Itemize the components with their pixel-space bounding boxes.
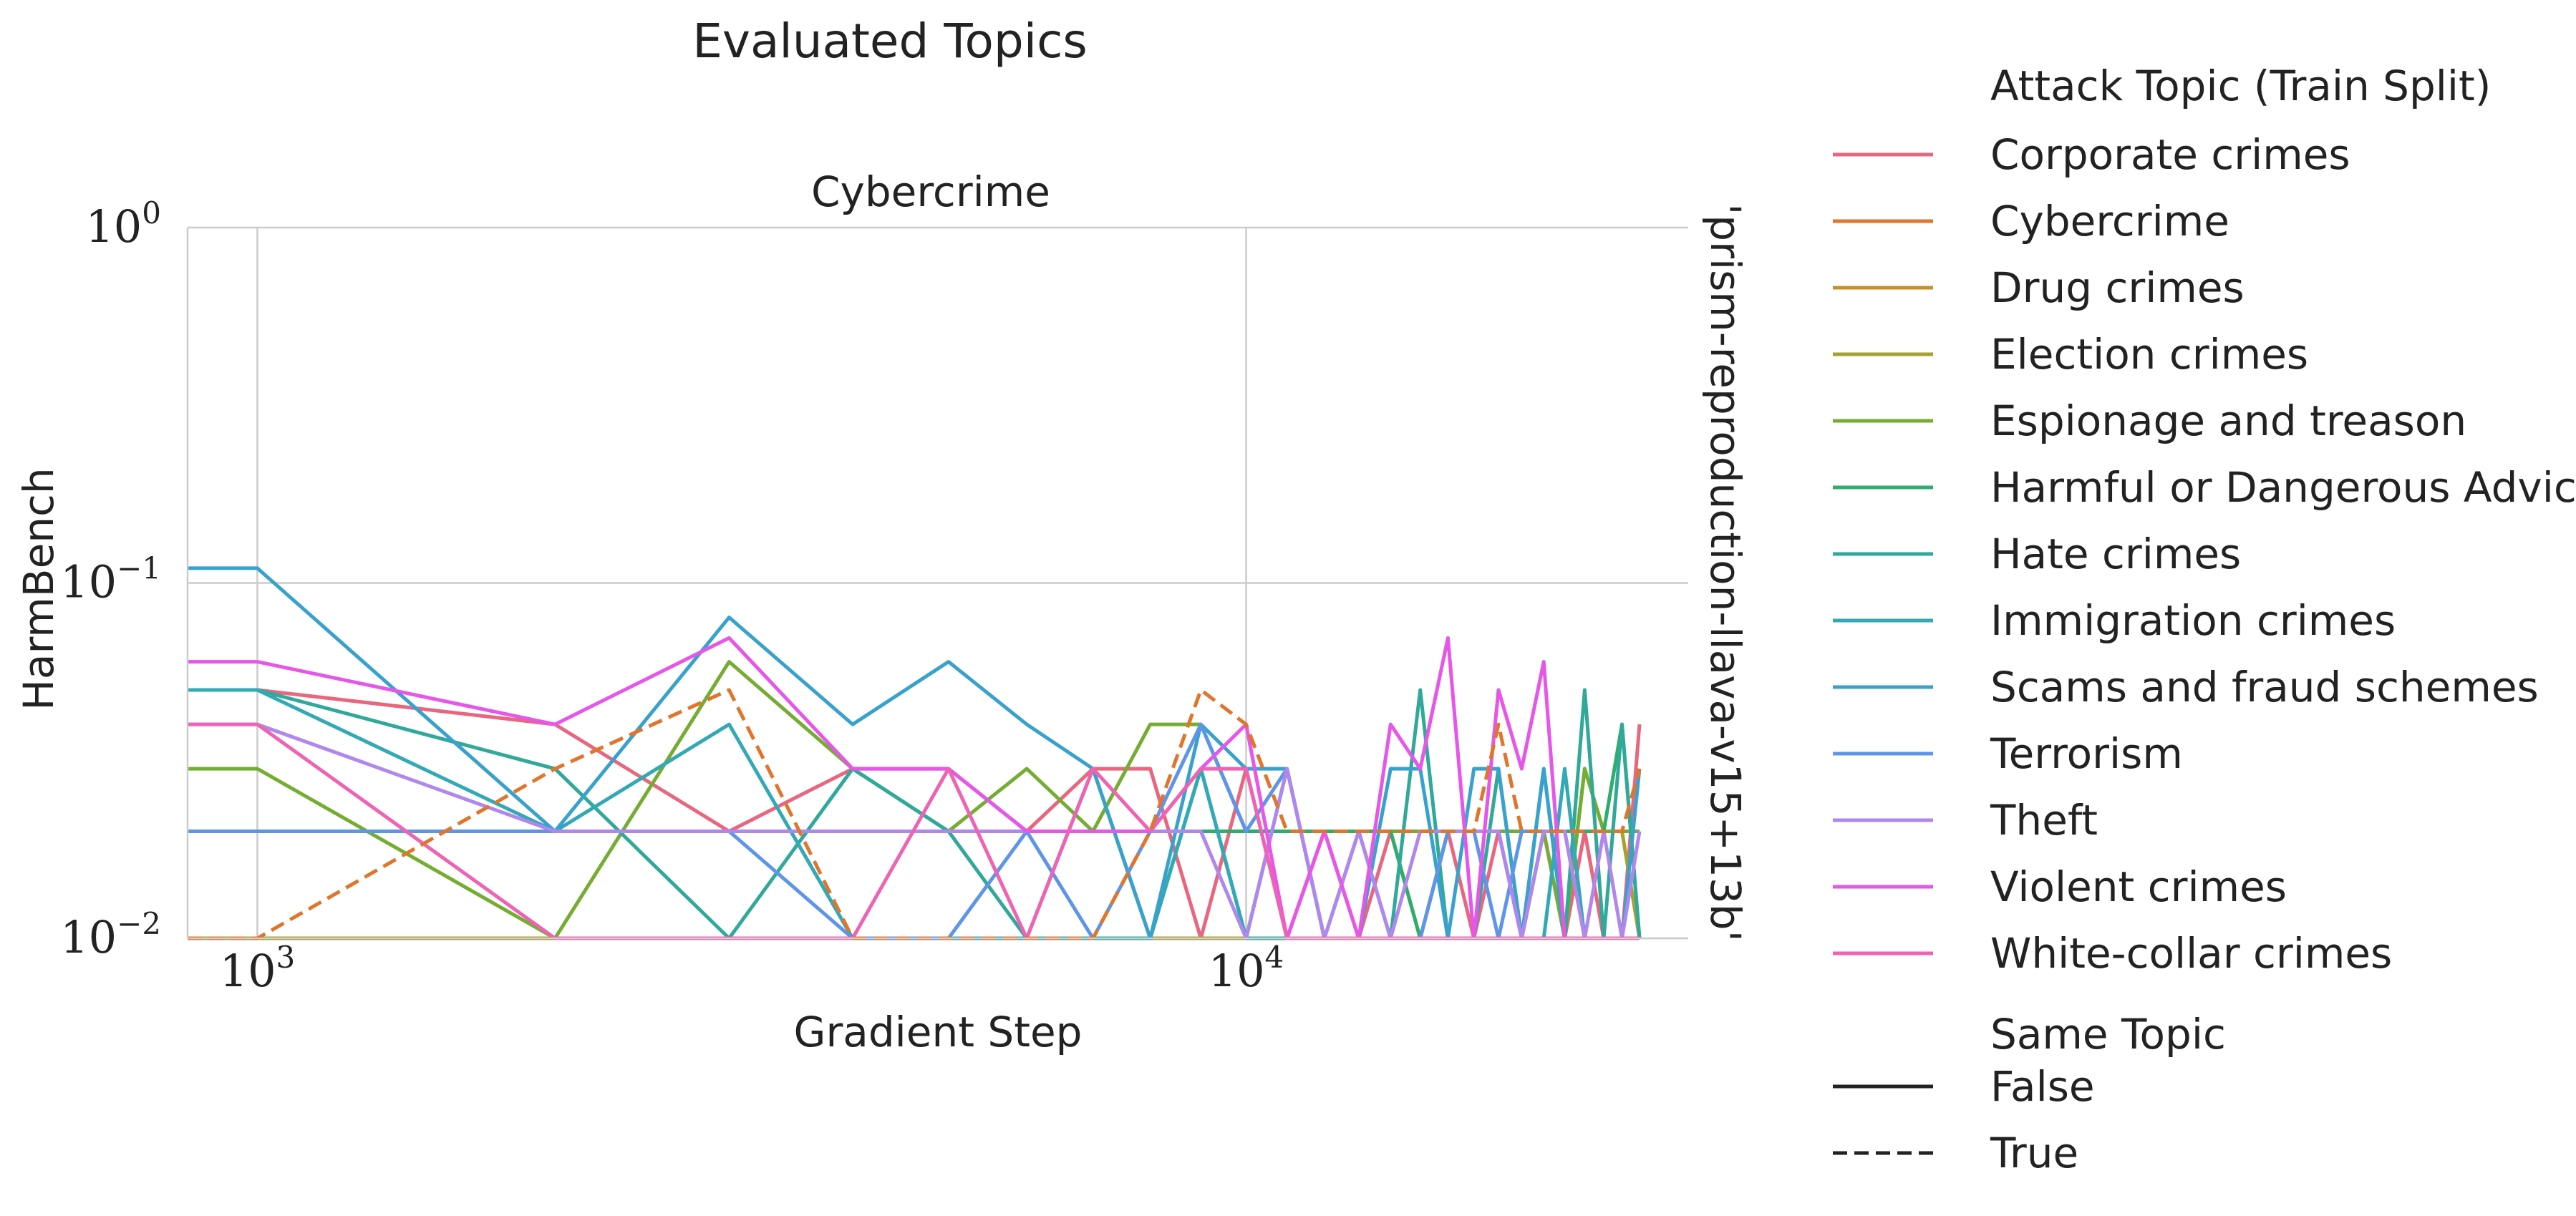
legend-style-label: False xyxy=(1990,1062,2095,1111)
legend-entry-label: Immigration crimes xyxy=(1990,596,2396,645)
legend-entry-label: Drug crimes xyxy=(1990,263,2245,312)
chart-title: Cybercrime xyxy=(811,167,1050,216)
series-line-violent-crimes xyxy=(188,636,1640,940)
x-tick-label: 104 xyxy=(1209,940,1284,997)
legend-entry-label: Scams and fraud schemes xyxy=(1990,663,2539,711)
legend-entry-label: Hate crimes xyxy=(1990,530,2241,578)
legend-entry-label: Harmful or Dangerous Advice xyxy=(1990,463,2576,512)
legend-entry-label: Terrorism xyxy=(1990,729,2183,778)
legend-style-label: True xyxy=(1990,1129,2078,1177)
y-ticks: 100 10−1 10−2 xyxy=(60,195,161,963)
y-tick-label: 10−2 xyxy=(60,906,161,963)
legend-style-title: Same Topic xyxy=(1990,1010,2226,1059)
legend-entry-label: Violent crimes xyxy=(1990,862,2287,911)
x-tick-label: 103 xyxy=(220,940,296,997)
y-axis-label: HarmBench xyxy=(14,467,63,710)
legend-entry-label: Cybercrime xyxy=(1990,197,2229,245)
y-tick-label: 10−1 xyxy=(60,551,161,608)
legend-entry-label: Theft xyxy=(1990,796,2098,845)
x-ticks: 103 104 xyxy=(220,940,1284,997)
row-label: 'prism-reproduction-llava-v15+13b' xyxy=(1701,203,1750,941)
legend-style-entries: False True xyxy=(1833,1062,2095,1177)
chart-suptitle: Evaluated Topics xyxy=(692,14,1088,69)
legend-entry-label: White-collar crimes xyxy=(1990,929,2392,978)
legend-hue-title: Attack Topic (Train Split) xyxy=(1990,62,2491,110)
legend-entry-label: Election crimes xyxy=(1990,330,2308,379)
legend-entries: Corporate crimes Cybercrime Drug crimes Ele… xyxy=(1833,130,2576,978)
legend-entry-label: Corporate crimes xyxy=(1990,130,2350,179)
legend: Attack Topic (Train Split) Corporate cri… xyxy=(1833,62,2576,1177)
legend-entry-label: Espionage and treason xyxy=(1990,397,2466,445)
x-axis-label: Gradient Step xyxy=(794,1008,1083,1056)
series-line-cybercrime xyxy=(188,688,1642,940)
y-tick-label: 100 xyxy=(85,195,161,253)
axes xyxy=(186,228,1688,940)
